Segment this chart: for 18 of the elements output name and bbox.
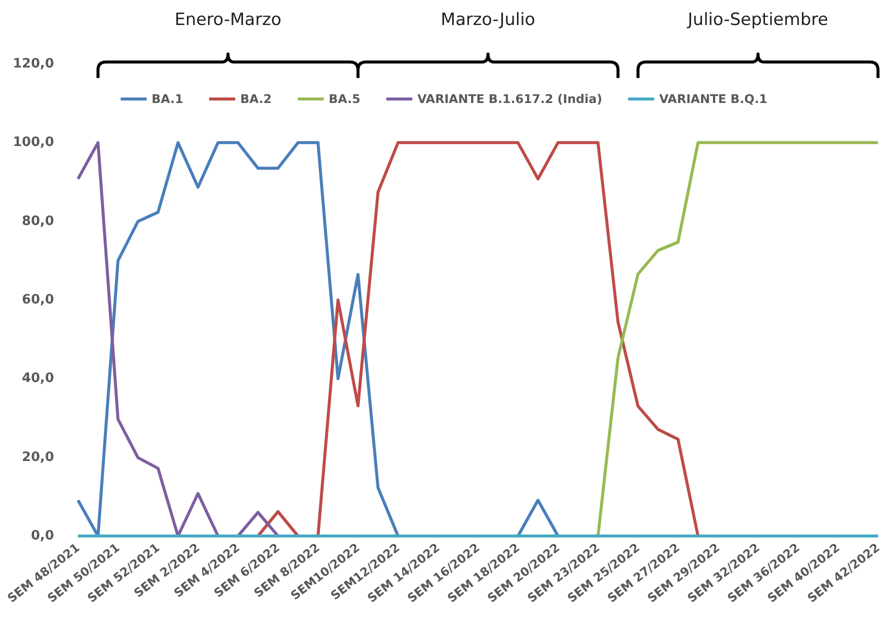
y-tick-label: 40,0 <box>22 371 54 386</box>
text: Enero-Marzo <box>174 10 282 30</box>
y-tick-label: 100,0 <box>12 135 54 150</box>
legend-label: VARIANTE B.Q.1 <box>659 92 768 106</box>
legend-label: BA.5 <box>328 92 360 106</box>
text: Marzo-Julio <box>440 10 536 30</box>
y-tick-label: 80,0 <box>22 214 54 229</box>
y-tick-label: 120,0 <box>12 56 54 72</box>
line-series <box>256 141 700 538</box>
text: Julio-Septiembre <box>688 10 828 30</box>
y-tick-label: 0,0 <box>30 528 54 544</box>
legend-label: BA.1 <box>152 92 184 106</box>
line-series <box>76 141 280 538</box>
legend-label: BA.2 <box>240 92 272 106</box>
line-series <box>596 141 880 538</box>
y-tick-label: 60,0 <box>22 292 54 308</box>
y-tick-label: 20,0 <box>22 450 54 465</box>
legend-label: VARIANTE B.1.617.2 (India) <box>417 92 602 106</box>
